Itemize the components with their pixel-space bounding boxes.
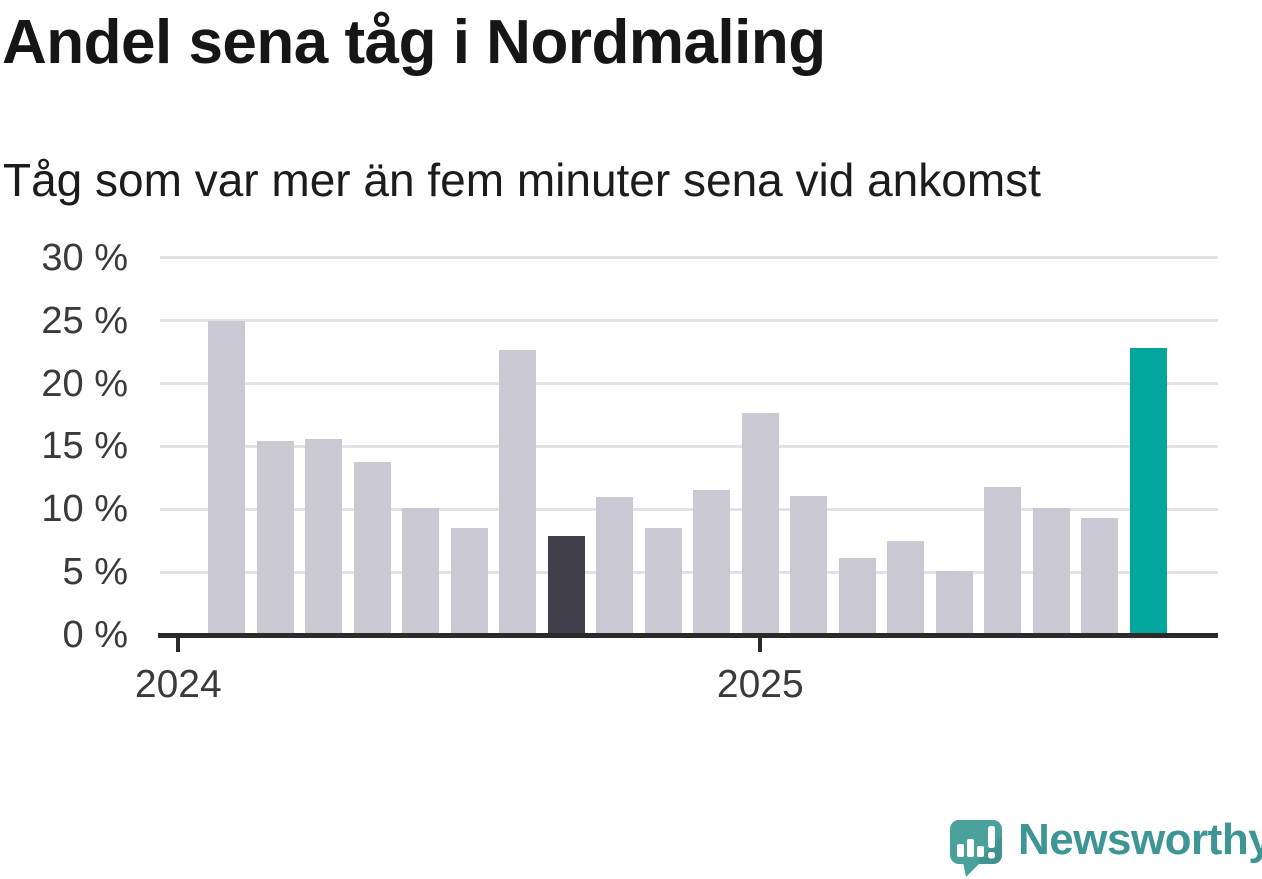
bar <box>1081 518 1119 635</box>
chart-subtitle: Tåg som var mer än fem minuter sena vid … <box>3 154 1041 206</box>
bar <box>984 486 1022 635</box>
bar <box>305 438 343 635</box>
y-axis-tick-label: 25 % <box>41 299 128 342</box>
y-axis-tick-label: 15 % <box>41 425 128 468</box>
y-axis-tick-label: 0 % <box>62 614 128 656</box>
bar <box>256 441 294 635</box>
x-axis-tick <box>758 637 763 652</box>
newsworthy-brand-text: Newsworthy <box>1018 815 1262 864</box>
x-axis-tick-label: 2025 <box>716 663 804 706</box>
bar <box>353 461 391 635</box>
gridline <box>160 570 1218 574</box>
y-axis-tick-label: 10 % <box>41 488 128 531</box>
y-axis-tick-label: 5 % <box>62 551 128 594</box>
x-axis-line <box>158 632 1218 638</box>
bar <box>499 349 537 635</box>
gridline <box>160 444 1218 448</box>
bar <box>741 412 779 635</box>
bar <box>596 496 634 635</box>
gridline <box>160 319 1218 323</box>
bar <box>693 490 731 635</box>
bar <box>838 558 876 635</box>
gridline <box>160 507 1218 511</box>
bar <box>450 528 488 635</box>
bar <box>1129 348 1167 635</box>
gridline <box>160 382 1218 386</box>
bar <box>402 508 440 635</box>
y-axis-tick-label: 30 % <box>41 236 128 279</box>
chart-title: Andel sena tåg i Nordmaling <box>2 8 826 77</box>
bar <box>1032 508 1070 635</box>
bar <box>547 535 585 635</box>
bar <box>644 528 682 635</box>
bar <box>790 495 828 635</box>
bar <box>887 540 925 635</box>
bar <box>208 320 246 635</box>
gridline <box>160 256 1218 260</box>
bar <box>935 570 973 635</box>
x-axis-tick <box>176 637 181 652</box>
y-axis-tick-label: 20 % <box>41 362 128 405</box>
newsworthy-logo-icon <box>950 820 1002 877</box>
x-axis-tick-label: 2024 <box>134 663 222 706</box>
